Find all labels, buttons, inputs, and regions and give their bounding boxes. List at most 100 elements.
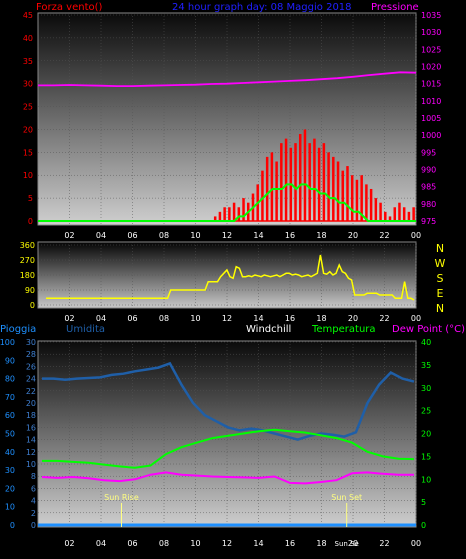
pressure-tick-label: 1020 [421,63,441,72]
x-tick-label: 18 [316,314,326,323]
wind-tick-label: 25 [23,103,33,112]
x-tick-label: 08 [159,314,169,323]
x-tick-label: 16 [285,314,295,323]
x-tick-label: 20 [348,539,358,548]
temperature-series [38,361,416,527]
temperature-axis-ticks: 0 5 10 15 20 25 30 35 40 [421,338,431,530]
rain-tick-label: 60 [5,411,15,420]
direction-tick-label: 270 [20,256,35,265]
wind-average-line [38,183,416,222]
wind-direction-line [46,254,415,301]
rain-tick-label: 70 [5,393,15,402]
direction-x-ticks: 02 04 06 08 10 12 14 16 18 20 22 00 [64,314,421,323]
humidity-tick-label: 24 [26,375,36,384]
wind-tick-label: 35 [23,57,33,66]
pressure-line [38,71,417,87]
humidity-tick-label: 2 [31,509,36,518]
humidity-tick-label: 6 [31,484,36,493]
humidity-line [42,361,415,441]
windchill-legend: Windchill [246,324,291,335]
dewpoint-legend: Dew Point (°C) [392,324,465,335]
temperature-tick-label: 25 [421,407,431,416]
humidity-tick-label: 8 [31,472,36,481]
temperature-tick-label: 30 [421,384,431,393]
wind-tick-label: 40 [23,34,33,43]
rain-axis-ticks: 0 10 20 30 40 50 60 70 80 90 100 [0,338,15,530]
dewpoint-line [41,471,414,485]
direction-tick-label: 180 [20,271,35,280]
direction-tick-label: 90 [25,286,35,295]
rain-axis-title: Pioggia [0,324,36,335]
wind-tick-label: 30 [23,80,33,89]
temperature-tick-label: 5 [421,498,426,507]
compass-label: S [437,272,444,285]
x-tick-label: 04 [96,231,106,240]
wind-tick-label: 45 [23,11,33,20]
pressure-tick-label: 1010 [421,97,441,106]
direction-tick-label: 360 [20,241,35,250]
compass-label: W [435,257,446,270]
x-tick-label: 06 [127,314,137,323]
x-tick-label: 00 [411,231,421,240]
humidity-tick-label: 0 [31,521,36,530]
x-tick-label: 14 [253,539,263,548]
humidity-tick-label: 18 [26,411,36,420]
temperature-legend: Temperatura [311,324,376,335]
pressure-tick-label: 1000 [421,131,441,140]
x-tick-label: 06 [127,539,137,548]
x-tick-label: 16 [285,539,295,548]
x-tick-label: 14 [253,231,263,240]
rain-tick-label: 80 [5,375,15,384]
x-tick-label: 06 [127,231,137,240]
x-tick-label: 14 [253,314,263,323]
chart-title: 24 hour graph day: 08 Maggio 2018 [172,2,352,13]
pressure-axis-title: Pressione [371,2,419,13]
wind-pressure-x-ticks: 02 04 06 08 10 12 14 16 18 20 22 00 [64,231,421,240]
temperature-tick-label: 35 [421,361,431,370]
rain-tick-label: 100 [0,338,15,347]
x-tick-label: 10 [190,231,200,240]
pressure-tick-label: 1025 [421,45,441,54]
direction-grid [38,242,417,308]
x-tick-label: 00 [411,314,421,323]
sunset-x-tick-label: Sun Se [335,540,359,548]
humidity-tick-label: 14 [26,436,36,445]
humidity-tick-label: 26 [26,362,36,371]
pressure-tick-label: 995 [421,148,436,157]
x-tick-label: 22 [379,231,389,240]
humidity-tick-label: 22 [26,387,36,396]
wind-tick-label: 20 [23,125,33,134]
rain-tick-label: 20 [5,484,15,493]
x-tick-label: 18 [316,231,326,240]
wind-tick-label: 15 [23,148,33,157]
humidity-tick-label: 30 [26,338,36,347]
pressure-tick-label: 980 [421,200,436,209]
pressure-axis-ticks: 975 980 985 990 995 1000 1005 1010 1015 1020 1025 1… [421,11,441,226]
temperature-tick-label: 40 [421,338,431,347]
x-tick-label: 00 [411,539,421,548]
direction-tick-label: 0 [30,301,35,310]
pressure-tick-label: 975 [421,217,436,226]
pressure-tick-label: 985 [421,183,436,192]
direction-axis-ticks: 0 90 180 270 360 [20,241,35,310]
wind-tick-label: 0 [28,217,33,226]
x-tick-label: 02 [64,231,74,240]
x-tick-label: 20 [348,314,358,323]
temperature-line [42,428,415,469]
x-tick-label: 12 [222,314,232,323]
x-tick-label: 02 [64,314,74,323]
pressure-tick-label: 1005 [421,114,441,123]
x-tick-label: 08 [159,539,169,548]
wind-axis-ticks: 0 5 10 15 20 25 30 35 40 45 [23,11,33,226]
x-tick-label: 10 [190,314,200,323]
wind-axis-title: Forza vento() [36,2,103,13]
compass-label: E [437,287,444,300]
x-tick-label: 04 [96,539,106,548]
direction-series [46,254,415,301]
x-tick-label: 16 [285,231,295,240]
compass-label: N [436,242,444,255]
pressure-tick-label: 1015 [421,80,441,89]
pressure-tick-label: 1030 [421,28,441,37]
